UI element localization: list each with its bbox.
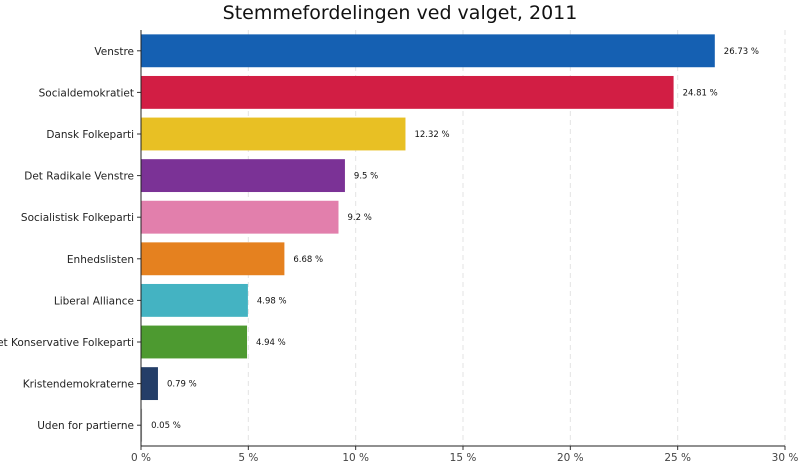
data-label: 6.68 % (293, 255, 323, 265)
chart-title: Stemmefordelingen ved valget, 2011 (222, 2, 578, 24)
data-label: 9.5 % (354, 172, 378, 182)
category-label: Det Konservative Folkeparti (0, 337, 134, 349)
bar (141, 408, 143, 442)
x-tick-label: 15 % (450, 452, 477, 464)
bar (141, 283, 248, 317)
bars (141, 34, 715, 442)
data-labels: 26.73 % 24.81 % 12.32 % 9.5 % 9.2 % 6.68 % 4.9… (151, 47, 759, 431)
bar (141, 34, 715, 68)
category-label: Kristendemokraterne (23, 379, 134, 391)
x-tick-label: 20 % (557, 452, 584, 464)
axes: 0 % 5 % 10 % 15 % 20 % 25 % 30 % (131, 30, 798, 464)
data-label: 4.98 % (257, 296, 287, 306)
bar (141, 159, 345, 193)
bar (141, 200, 339, 234)
category-label: Socialdemokratiet (39, 87, 134, 99)
category-label: Enhedslisten (67, 254, 134, 266)
category-label: Det Radikale Venstre (24, 171, 134, 183)
bar (141, 75, 674, 109)
x-tick-label: 25 % (664, 452, 691, 464)
category-labels: Venstre Socialdemokratiet Dansk Folkeparti… (0, 46, 134, 432)
data-label: 24.81 % (683, 88, 718, 98)
x-tick-label: 10 % (342, 452, 369, 464)
category-label: Socialistisk Folkeparti (21, 212, 134, 224)
x-tick-label: 30 % (772, 452, 799, 464)
category-label: Uden for partierne (37, 420, 134, 432)
bar (141, 367, 158, 401)
bar (141, 242, 285, 276)
data-label: 0.05 % (151, 421, 181, 431)
x-tick-label: 5 % (238, 452, 258, 464)
category-label: Liberal Alliance (54, 295, 134, 307)
bar (141, 117, 406, 151)
data-label: 26.73 % (724, 47, 759, 57)
category-label: Venstre (94, 46, 134, 58)
x-tick-label: 0 % (131, 452, 151, 464)
data-label: 12.32 % (414, 130, 449, 140)
data-label: 9.2 % (347, 213, 371, 223)
data-label: 4.94 % (256, 338, 286, 348)
category-label: Dansk Folkeparti (46, 129, 134, 141)
data-label: 0.79 % (167, 380, 197, 390)
bar (141, 325, 248, 359)
grid-lines (247, 30, 786, 446)
